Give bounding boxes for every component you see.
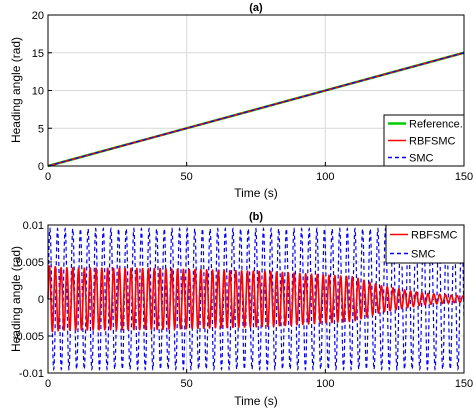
panel-b-xtick-label: 150 [455,378,473,390]
panel-a-xlabel: Time (s) [234,186,278,200]
panel-b-legend: RBFSMC SMC [385,224,465,264]
panel-a-legend-label: Reference. [409,119,463,131]
panel-a-grid [48,15,464,166]
panel-a-ytick-label: 15 [32,48,44,60]
panel-b-legend-label: RBFSMC [411,230,458,242]
panel-a-ytick-label: 5 [38,123,44,135]
panel-b-ytick-label: 0 [38,294,44,306]
panel-a-xtick-label: 0 [45,171,51,183]
panel-a-ytick-label: 10 [32,86,44,98]
panel-b-ylabel: Heading angle (rad) [9,246,23,352]
panel-a-title: (a) [249,2,263,14]
panel-b-series [47,227,465,371]
panel-a-series-smc [47,52,465,167]
panel-a-xtick-label: 150 [455,171,473,183]
panel-a-ytick-label: 0 [38,161,44,173]
panel-b-legend-box [385,224,465,264]
panel-b-title: (b) [249,211,263,223]
panel-a-series [47,51,465,168]
panel-b-xtick-label: 0 [45,378,51,390]
panel-b-ytick-label: -0.005 [13,331,44,343]
panel-b-xtick-label: 100 [316,378,334,390]
panel-a-xtick-label: 100 [316,171,334,183]
panel-b-series-rbfsmc [47,265,465,333]
panel-a-legend-label: RBFSMC [409,136,456,148]
panel-b-legend-label: SMC [411,249,436,261]
panel-b-xlabel: Time (s) [234,394,278,408]
panel-a-legend-label: SMC [409,153,434,165]
panel-b-ytick-label: 0.01 [23,220,44,232]
panel-b-ytick-label: 0.005 [16,257,44,269]
panel-b-ytick-label: -0.01 [19,368,44,380]
panel-b-ticks: 0 50 100 150 -0.01 -0.005 0 0.005 0.01 [13,220,473,390]
panel-a: (a) 0 50 100 150 0 5 10 15 20 Time (s) Heading a… [9,2,473,200]
panel-a-xtick-label: 50 [181,171,193,183]
panel-a-legend: Reference. RBFSMC SMC [383,114,465,167]
panel-b-xtick-label: 50 [181,378,193,390]
panel-a-ylabel: Heading angle (rad) [9,37,23,143]
panel-a-ytick-label: 20 [32,10,44,22]
panel-b: (b) 0 50 100 150 -0.01 -0.005 0 0.005 0.01 Time … [9,211,473,408]
panel-b-series-smc [47,227,465,371]
panel-a-ticks: 0 50 100 150 0 5 10 15 20 [32,10,473,183]
